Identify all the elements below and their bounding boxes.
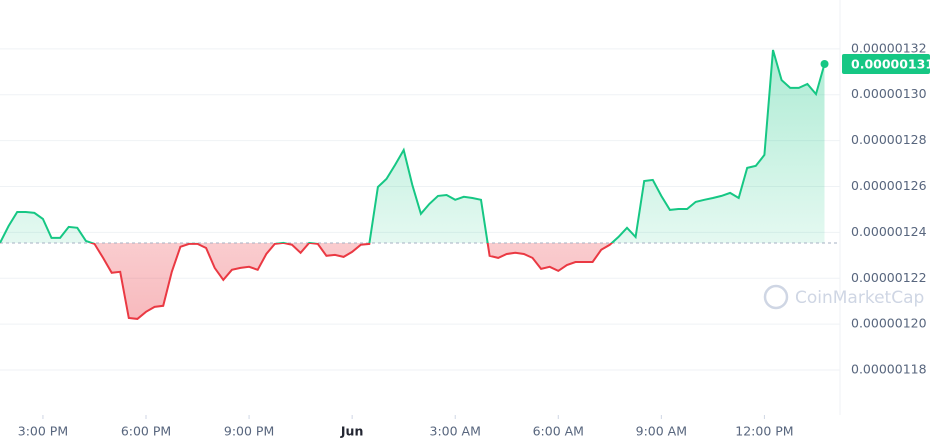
last-point: [820, 60, 829, 69]
y-tick-label: 0.00000128: [851, 132, 927, 147]
y-tick-label: 0.00000120: [851, 316, 927, 331]
y-tick-label: 0.00000118: [851, 362, 927, 377]
x-tick-label: 3:00 AM: [430, 424, 481, 439]
watermark: CoinMarketCap: [763, 284, 924, 310]
y-tick-label: 0.00000132: [851, 40, 927, 55]
watermark-text: CoinMarketCap: [795, 288, 924, 308]
x-tick-label: 9:00 PM: [224, 424, 274, 439]
last-price-box: [842, 54, 930, 75]
x-tick-label: 6:00 AM: [533, 424, 584, 439]
x-tick-label: 12:00 PM: [735, 424, 793, 439]
y-tick-label: 0.00000122: [851, 270, 927, 285]
x-tick-label: Jun: [340, 424, 363, 439]
x-tick-label: 6:00 PM: [121, 424, 171, 439]
y-tick-label: 0.00000124: [851, 224, 927, 239]
y-tick-label: 0.00000130: [851, 86, 927, 101]
x-tick-label: 9:00 AM: [636, 424, 687, 439]
last-price-label: 0.00000131: [851, 57, 931, 72]
y-tick-label: 0.00000126: [851, 178, 927, 193]
area-up: [0, 50, 825, 243]
price-line-down: [0, 242, 614, 320]
x-tick-label: 3:00 PM: [18, 424, 68, 439]
area-down: [0, 242, 825, 319]
price-line-up: [0, 49, 826, 243]
